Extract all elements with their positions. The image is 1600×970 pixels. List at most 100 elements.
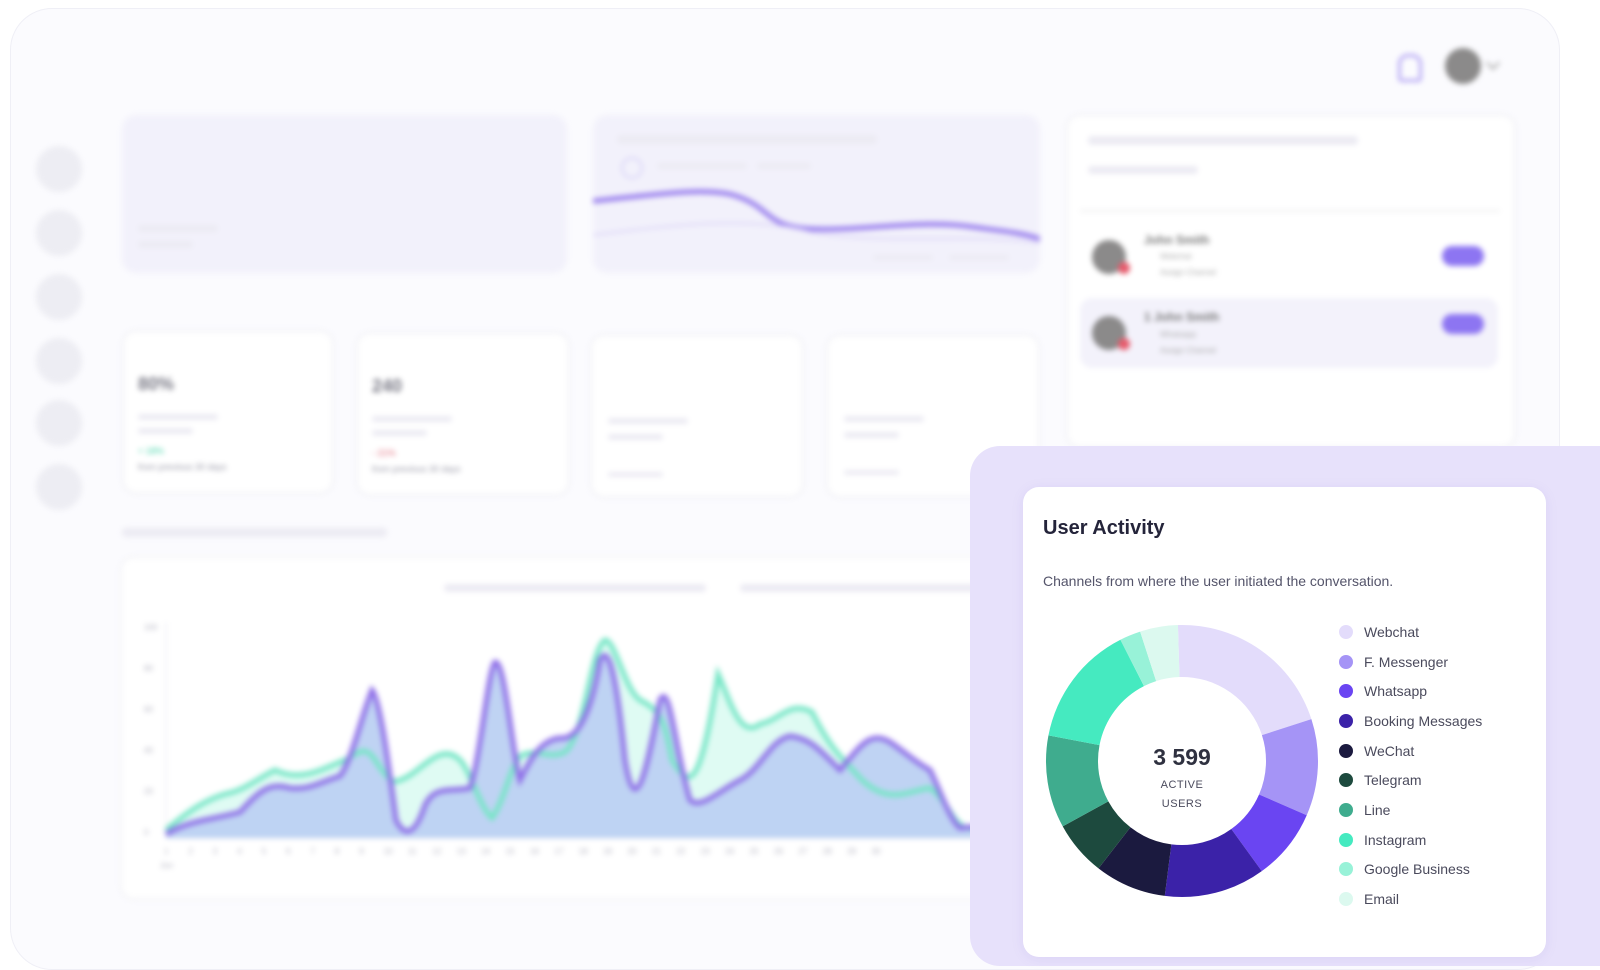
y-tick-label: 100 (144, 623, 158, 632)
legend-item-telegram[interactable]: Telegram (1339, 765, 1482, 795)
area-chart: 1 2 3 4 5 6 7 8 9 10 11 12 13 14 15 16 17 18 19 20 21 22 23 24 2… (144, 622, 1021, 870)
x-tick-label: 16 (530, 847, 539, 856)
donut-slice-f-messenger[interactable] (1259, 719, 1318, 816)
legend-label: Line (1364, 801, 1391, 818)
x-tick-label: 19 (603, 847, 612, 856)
chevron-down-icon[interactable] (1485, 55, 1501, 71)
legend-label: Telegram (1364, 772, 1422, 789)
x-tick-label: 15 (506, 847, 515, 856)
legend-swatch (1339, 862, 1353, 877)
legend-item-email[interactable]: Email (1339, 884, 1482, 914)
donut-slice-telegram[interactable] (1062, 801, 1131, 869)
donut-slice-email[interactable] (1140, 625, 1180, 682)
legend-item-f-messenger[interactable]: F. Messenger (1339, 647, 1482, 677)
legend-item-instagram[interactable]: Instagram (1339, 825, 1482, 855)
x-axis-month: Jun (160, 861, 173, 870)
x-tick-label: 1 (164, 847, 169, 856)
contact-row[interactable] (1080, 298, 1498, 368)
sidebar-nav-item[interactable] (36, 274, 82, 320)
x-tick-label: 13 (457, 847, 466, 856)
contacts-card (1066, 114, 1516, 448)
x-tick-label: 18 (579, 847, 588, 856)
x-tick-label: 8 (335, 847, 340, 856)
y-tick-label: 60 (144, 705, 153, 714)
legend-item-wechat[interactable]: WeChat (1339, 736, 1482, 766)
x-tick-label: 28 (823, 847, 832, 856)
x-tick-label: 2 (188, 847, 193, 856)
legend-item-whatsapp[interactable]: Whatsapp (1339, 676, 1482, 706)
user-avatar[interactable] (1445, 48, 1481, 84)
legend-label: Instagram (1364, 831, 1427, 848)
sidebar-nav-item[interactable] (36, 338, 82, 384)
sidebar-nav-item[interactable] (36, 146, 82, 192)
legend-label: Whatsapp (1364, 683, 1428, 700)
donut-slice-wechat[interactable] (1098, 827, 1172, 896)
x-tick-label: 17 (554, 847, 563, 856)
legend-item-webchat[interactable]: Webchat (1339, 617, 1482, 647)
contact-action-button[interactable] (1442, 314, 1484, 334)
legend-label: Email (1364, 891, 1400, 908)
legend-item-line[interactable]: Line (1339, 795, 1482, 825)
x-tick-label: 30 (872, 847, 881, 856)
stat-value: 80% (138, 374, 175, 394)
donut-slice-line[interactable] (1046, 735, 1109, 827)
stat-note: from previous 30 days (138, 462, 227, 472)
x-tick-label: 24 (725, 847, 734, 856)
legend-swatch (1339, 684, 1353, 699)
sidebar-nav-item[interactable] (36, 210, 82, 256)
x-tick-label: 21 (652, 847, 661, 856)
x-tick-label: 29 (847, 847, 856, 856)
donut-slice-google-business[interactable] (1120, 631, 1157, 687)
legend-item-booking-messages[interactable]: Booking Messages (1339, 706, 1482, 736)
sidebar-nav-item[interactable] (36, 400, 82, 446)
x-tick-label: 22 (676, 847, 685, 856)
x-tick-label: 10 (384, 847, 393, 856)
donut-slice-whatsapp[interactable] (1231, 794, 1307, 872)
legend-swatch (1339, 832, 1353, 847)
contact-badge (1118, 338, 1130, 350)
contact-name: 1 John Smith (1144, 310, 1220, 324)
legend-label: Booking Messages (1364, 712, 1483, 729)
legend-swatch (1339, 654, 1353, 669)
chart-section-title (122, 528, 387, 537)
legend-label: F. Messenger (1364, 653, 1449, 670)
legend-label: Google Business (1364, 861, 1470, 878)
legend-label: Webchat (1364, 623, 1419, 640)
x-tick-label: 3 (213, 847, 218, 856)
legend-swatch (1339, 892, 1353, 907)
x-tick-label: 6 (286, 847, 291, 856)
y-tick-label: 20 (144, 787, 153, 796)
x-tick-label: 23 (701, 847, 710, 856)
active-users-label-line1: ACTIVE (1160, 779, 1204, 791)
x-tick-label: 25 (750, 847, 759, 856)
stat-note: from previous 30 days (372, 464, 461, 474)
x-tick-label: 7 (310, 847, 315, 856)
donut-slice-instagram[interactable] (1048, 639, 1144, 746)
stat-card (590, 334, 804, 498)
y-tick-label: 0 (144, 828, 149, 837)
donut-slice-booking-messages[interactable] (1164, 829, 1262, 897)
contact-status: Assign Channel (1160, 346, 1217, 355)
stat-card: 80% + 18% from previous 30 days (122, 330, 334, 494)
legend-swatch (1339, 802, 1353, 817)
sidebar-nav-item[interactable] (36, 464, 82, 510)
contact-channel: Whatsapp (1160, 330, 1197, 339)
legend-label: WeChat (1364, 742, 1415, 759)
trend-card (593, 115, 1040, 273)
x-tick-label: 5 (262, 847, 267, 856)
user-activity-card: User Activity Channels from where the us… (1023, 487, 1546, 957)
donut-slice-webchat[interactable] (1177, 625, 1312, 736)
contact-action-button[interactable] (1442, 246, 1484, 266)
summary-card (122, 115, 567, 273)
bell-icon[interactable] (1398, 54, 1422, 82)
contact-status: Assign Channel (1160, 268, 1217, 277)
x-tick-label: 11 (408, 847, 417, 856)
legend-item-google-business[interactable]: Google Business (1339, 855, 1482, 885)
user-activity-donut: 3 599 ACTIVE USERS (1043, 622, 1321, 900)
legend-swatch (1339, 743, 1353, 758)
background-dashboard: John Smith Webchat Assign Channel 1 John… (36, 48, 1516, 900)
x-tick-label: 4 (237, 847, 242, 856)
x-tick-label: 9 (359, 847, 364, 856)
legend-swatch (1339, 624, 1353, 639)
y-tick-label: 40 (144, 746, 153, 755)
